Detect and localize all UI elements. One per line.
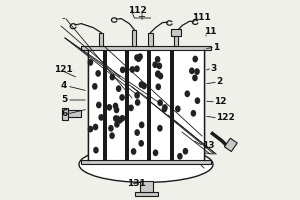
Ellipse shape bbox=[88, 126, 93, 132]
Bar bbox=[68, 110, 81, 117]
Text: 5: 5 bbox=[61, 96, 67, 104]
Text: +: + bbox=[137, 12, 145, 22]
Text: 12: 12 bbox=[214, 98, 226, 106]
Bar bbox=[147, 50, 152, 160]
Ellipse shape bbox=[120, 66, 125, 73]
Ellipse shape bbox=[88, 59, 93, 66]
Bar bbox=[140, 181, 152, 192]
Ellipse shape bbox=[137, 53, 143, 60]
Ellipse shape bbox=[195, 97, 200, 104]
Ellipse shape bbox=[135, 99, 140, 106]
Ellipse shape bbox=[157, 125, 163, 132]
Bar bbox=[107, 50, 125, 160]
Ellipse shape bbox=[134, 92, 140, 99]
Bar bbox=[170, 50, 174, 160]
Ellipse shape bbox=[128, 104, 134, 111]
Ellipse shape bbox=[98, 114, 104, 121]
Bar bbox=[152, 50, 170, 160]
Ellipse shape bbox=[92, 83, 98, 90]
Ellipse shape bbox=[155, 83, 161, 90]
Ellipse shape bbox=[113, 103, 118, 109]
Ellipse shape bbox=[152, 61, 158, 68]
Bar bbox=[224, 138, 237, 152]
Ellipse shape bbox=[106, 104, 112, 111]
Ellipse shape bbox=[93, 124, 98, 130]
Ellipse shape bbox=[175, 105, 181, 112]
Ellipse shape bbox=[157, 63, 162, 69]
Ellipse shape bbox=[139, 121, 145, 128]
Text: 112: 112 bbox=[128, 6, 147, 15]
Ellipse shape bbox=[139, 81, 144, 88]
Ellipse shape bbox=[194, 68, 200, 75]
Ellipse shape bbox=[113, 115, 118, 122]
Text: 1: 1 bbox=[213, 43, 219, 51]
Ellipse shape bbox=[190, 110, 196, 117]
Ellipse shape bbox=[153, 149, 158, 156]
Bar bbox=[88, 50, 204, 160]
Ellipse shape bbox=[155, 71, 160, 78]
Ellipse shape bbox=[184, 90, 190, 97]
Ellipse shape bbox=[162, 104, 168, 111]
Text: 131: 131 bbox=[127, 180, 146, 188]
Ellipse shape bbox=[162, 106, 167, 112]
Text: 6: 6 bbox=[61, 109, 67, 118]
Ellipse shape bbox=[110, 74, 115, 80]
Ellipse shape bbox=[108, 125, 114, 132]
Ellipse shape bbox=[183, 148, 188, 155]
Bar bbox=[103, 50, 107, 160]
Ellipse shape bbox=[120, 115, 125, 122]
Bar bbox=[125, 50, 129, 160]
Ellipse shape bbox=[136, 55, 141, 62]
Bar bbox=[171, 29, 181, 36]
Ellipse shape bbox=[130, 66, 135, 73]
Text: 122: 122 bbox=[216, 114, 235, 122]
Ellipse shape bbox=[117, 117, 123, 124]
Ellipse shape bbox=[109, 132, 115, 139]
Ellipse shape bbox=[79, 146, 213, 182]
Text: -: - bbox=[194, 9, 197, 19]
Bar bbox=[132, 30, 136, 46]
Text: 2: 2 bbox=[216, 77, 222, 86]
Text: 11: 11 bbox=[204, 27, 217, 36]
Text: 4: 4 bbox=[61, 81, 68, 90]
Ellipse shape bbox=[93, 147, 99, 154]
Ellipse shape bbox=[192, 56, 198, 62]
Bar bbox=[99, 33, 103, 46]
Ellipse shape bbox=[114, 121, 120, 128]
Ellipse shape bbox=[114, 107, 119, 113]
Bar bbox=[81, 160, 211, 164]
Text: 121: 121 bbox=[54, 66, 73, 74]
Bar bbox=[134, 192, 158, 196]
Ellipse shape bbox=[95, 70, 101, 77]
Ellipse shape bbox=[134, 65, 140, 72]
Text: 3: 3 bbox=[210, 64, 216, 73]
Ellipse shape bbox=[138, 140, 144, 147]
Bar bbox=[88, 50, 103, 160]
Ellipse shape bbox=[155, 56, 161, 63]
Text: 13: 13 bbox=[202, 142, 214, 150]
Ellipse shape bbox=[141, 83, 147, 89]
Ellipse shape bbox=[134, 54, 140, 61]
Ellipse shape bbox=[134, 129, 140, 136]
Bar bbox=[174, 50, 204, 160]
Bar bbox=[62, 108, 68, 120]
Text: 111: 111 bbox=[192, 12, 211, 21]
Bar bbox=[81, 46, 211, 50]
Ellipse shape bbox=[192, 75, 198, 81]
Ellipse shape bbox=[131, 148, 137, 155]
Bar bbox=[174, 36, 178, 46]
Ellipse shape bbox=[116, 85, 122, 92]
Ellipse shape bbox=[157, 99, 163, 106]
Ellipse shape bbox=[158, 73, 163, 79]
Ellipse shape bbox=[177, 153, 183, 160]
Text: -: - bbox=[61, 13, 65, 23]
Ellipse shape bbox=[115, 116, 120, 122]
Bar bbox=[148, 33, 153, 46]
Bar bbox=[129, 50, 147, 160]
Ellipse shape bbox=[96, 102, 102, 108]
Ellipse shape bbox=[155, 70, 161, 77]
Ellipse shape bbox=[189, 67, 195, 74]
Ellipse shape bbox=[119, 94, 125, 101]
